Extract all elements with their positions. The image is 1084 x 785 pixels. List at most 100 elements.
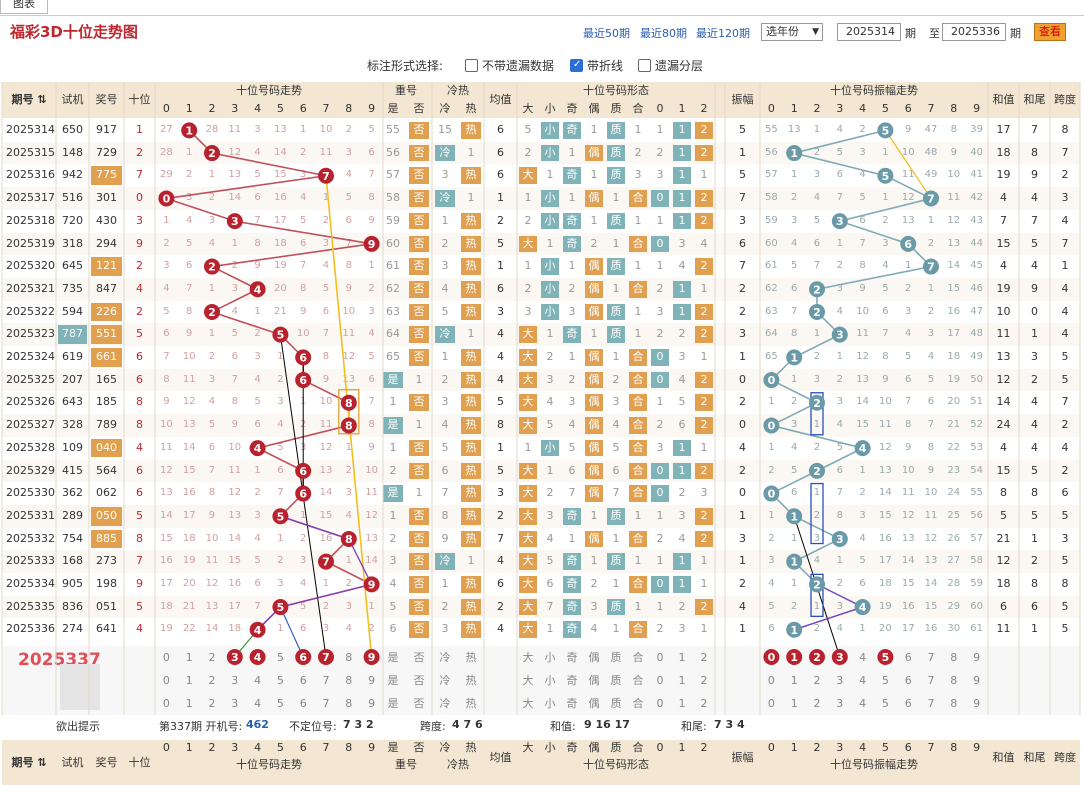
predict-trend-digit[interactable]: 3 [231,674,239,687]
predict-form-cell[interactable]: 质 [610,697,622,710]
omission-layer-checkbox[interactable] [638,59,651,72]
predict-form-cell[interactable]: 小 [544,651,556,664]
predict-coldhot-cell[interactable]: 热 [465,651,477,664]
predict-form-cell[interactable]: 小 [544,674,556,687]
predict-amp-digit[interactable]: 0 [767,674,775,687]
tab-chart[interactable]: 图表 [0,0,48,14]
predict-trend-digit[interactable]: 5 [276,697,284,710]
predict-trend-digit[interactable]: 2 [208,697,216,710]
predict-amp-digit[interactable]: 9 [973,697,981,710]
predict-trend-digit[interactable]: 5 [276,651,284,664]
predict-coldhot-cell[interactable]: 冷 [439,674,451,687]
predict-amp-digit[interactable]: 6 [904,651,912,664]
predict-form-cell[interactable]: 奇 [566,651,578,664]
predict-trend-digit[interactable]: 4 [254,697,262,710]
predict-trend-digit[interactable]: 5 [276,674,284,687]
predict-trend-digit[interactable]: 8 [345,697,353,710]
predict-amp-digit[interactable]: 1 [790,651,798,664]
predict-trend-digit[interactable]: 6 [299,697,307,710]
predict-amp-digit[interactable]: 1 [790,674,798,687]
period-header[interactable]: 期号 ⇅ [11,93,47,106]
predict-amp-digit[interactable]: 1 [790,697,798,710]
predict-repeat-cell[interactable]: 否 [413,697,425,710]
recent-120-link[interactable]: 最近120期 [696,27,750,40]
predict-amp-digit[interactable]: 7 [927,697,935,710]
predict-amp-digit[interactable]: 3 [836,697,844,710]
predict-form-cell[interactable]: 合 [632,697,644,710]
predict-amp-digit[interactable]: 7 [927,651,935,664]
predict-form-cell[interactable]: 大 [522,697,534,710]
predict-trend-digit[interactable]: 1 [185,674,193,687]
predict-amp-digit[interactable]: 8 [950,674,958,687]
predict-form-cell[interactable]: 2 [700,697,708,710]
predict-coldhot-cell[interactable]: 冷 [439,651,451,664]
predict-repeat-cell[interactable]: 否 [413,674,425,687]
predict-amp-digit[interactable]: 2 [813,674,821,687]
predict-form-cell[interactable]: 质 [610,674,622,687]
predict-form-cell[interactable]: 奇 [566,674,578,687]
predict-trend-digit[interactable]: 0 [162,697,170,710]
predict-amp-digit[interactable]: 2 [813,651,821,664]
predict-amp-digit[interactable]: 9 [973,674,981,687]
predict-amp-digit[interactable]: 9 [973,651,981,664]
predict-amp-digit[interactable]: 0 [767,651,775,664]
predict-amp-digit[interactable]: 6 [904,697,912,710]
predict-amp-digit[interactable]: 5 [881,674,889,687]
predict-repeat-cell[interactable]: 是 [387,697,399,710]
recent-50-link[interactable]: 最近50期 [583,27,630,40]
predict-amp-digit[interactable]: 6 [904,674,912,687]
predict-trend-digit[interactable]: 4 [254,651,262,664]
predict-trend-digit[interactable]: 6 [299,674,307,687]
predict-amp-digit[interactable]: 8 [950,651,958,664]
predict-repeat-cell[interactable]: 否 [413,651,425,664]
predict-coldhot-cell[interactable]: 热 [465,674,477,687]
predict-trend-digit[interactable]: 4 [254,674,262,687]
predict-amp-digit[interactable]: 5 [881,651,889,664]
predict-repeat-cell[interactable]: 是 [387,651,399,664]
predict-trend-digit[interactable]: 8 [345,674,353,687]
query-button[interactable]: 查看 [1034,23,1066,41]
from-period-input[interactable]: 2025314 [837,23,901,41]
predict-coldhot-cell[interactable]: 热 [465,697,477,710]
predict-trend-digit[interactable]: 0 [162,651,170,664]
predict-trend-digit[interactable]: 3 [231,697,239,710]
predict-repeat-cell[interactable]: 是 [387,674,399,687]
predict-trend-digit[interactable]: 1 [185,697,193,710]
predict-form-cell[interactable]: 奇 [566,697,578,710]
no-omission-checkbox[interactable] [465,59,478,72]
predict-form-cell[interactable]: 大 [522,651,534,664]
predict-amp-digit[interactable]: 3 [836,674,844,687]
predict-amp-digit[interactable]: 8 [950,697,958,710]
predict-trend-digit[interactable]: 8 [345,651,353,664]
predict-trend-digit[interactable]: 9 [368,674,376,687]
recent-80-link[interactable]: 最近80期 [640,27,687,40]
predict-form-cell[interactable]: 1 [678,674,686,687]
predict-form-cell[interactable]: 0 [656,651,664,664]
predict-form-cell[interactable]: 质 [610,651,622,664]
predict-form-cell[interactable]: 大 [522,674,534,687]
predict-form-cell[interactable]: 2 [700,651,708,664]
polyline-checkbox[interactable] [570,59,583,72]
predict-trend-digit[interactable]: 7 [322,651,330,664]
predict-form-cell[interactable]: 0 [656,674,664,687]
predict-trend-digit[interactable]: 9 [368,697,376,710]
period-header-bottom[interactable]: 期号 ⇅ [11,756,47,769]
predict-trend-digit[interactable]: 7 [322,697,330,710]
predict-trend-digit[interactable]: 2 [208,651,216,664]
predict-amp-digit[interactable]: 2 [813,697,821,710]
predict-amp-digit[interactable]: 0 [767,697,775,710]
year-select[interactable]: 选年份 ▼ [761,23,823,41]
predict-form-cell[interactable]: 小 [544,697,556,710]
predict-trend-digit[interactable]: 2 [208,674,216,687]
predict-form-cell[interactable]: 偶 [588,651,600,664]
predict-amp-digit[interactable]: 4 [859,651,867,664]
predict-amp-digit[interactable]: 4 [859,697,867,710]
predict-trend-digit[interactable]: 1 [185,651,193,664]
predict-trend-digit[interactable]: 3 [231,651,239,664]
predict-form-cell[interactable]: 2 [700,674,708,687]
predict-amp-digit[interactable]: 5 [881,697,889,710]
predict-form-cell[interactable]: 偶 [588,697,600,710]
predict-form-cell[interactable]: 合 [632,651,644,664]
predict-form-cell[interactable]: 偶 [588,674,600,687]
predict-form-cell[interactable]: 1 [678,697,686,710]
